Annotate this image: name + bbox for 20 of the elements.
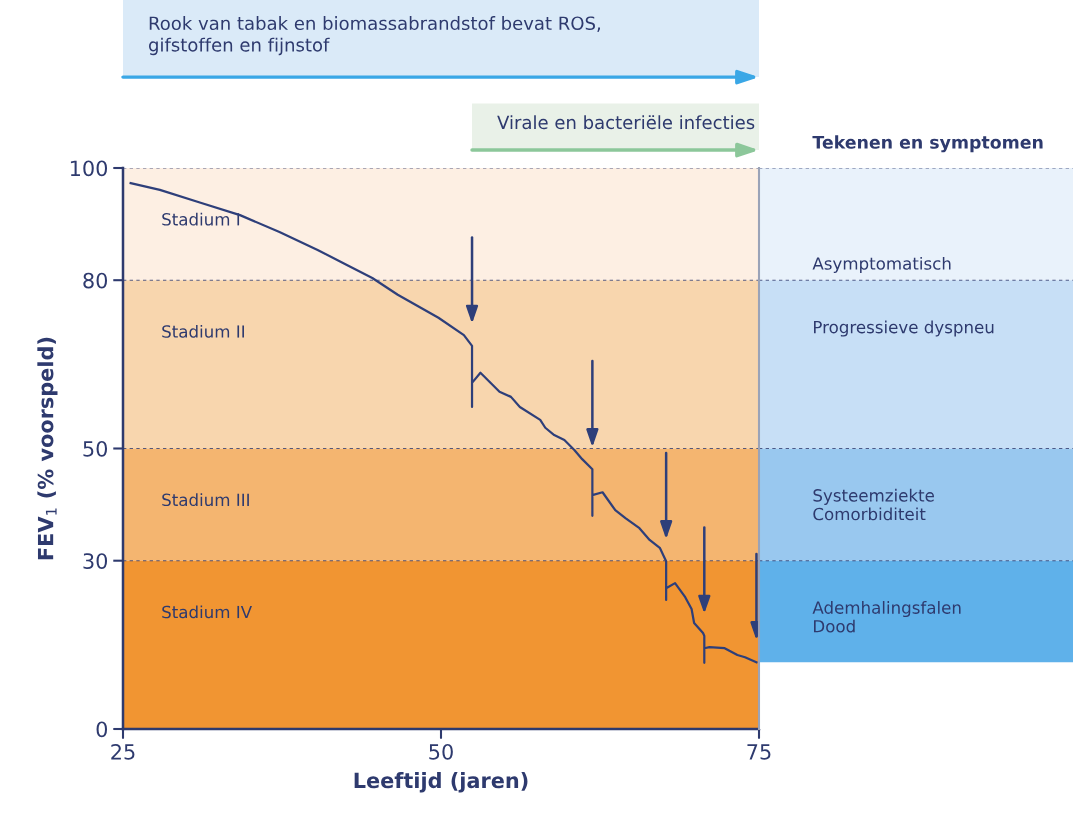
y-tick-label: 80 <box>83 272 108 289</box>
y-tick-label: 100 <box>70 160 108 177</box>
text: Rook van tabak en biomassabrandstof bevat ROS, gifstoffen en fijnstof <box>149 16 600 56</box>
text: Progressieve dyspneu <box>814 320 994 337</box>
y-tick-label: 0 <box>96 721 108 738</box>
y-axis-title: FEV$_{1}$ (% voorspeld) <box>37 337 58 560</box>
text: Systeemziekte Comorbiditeit <box>813 488 934 521</box>
band-label: Stadium IV <box>162 605 252 619</box>
y-tick-label: 50 <box>83 440 108 457</box>
band-label: Stadium III <box>162 493 249 507</box>
x-tick-label: 75 <box>747 744 771 760</box>
x-tick-label: 50 <box>429 743 453 760</box>
band-label: Stadium II <box>162 324 244 338</box>
text: Tekenen en symptomen <box>812 135 1043 153</box>
text: Ademhalingsfalen Dood <box>812 600 961 633</box>
text: Asymptomatisch <box>812 256 951 274</box>
text: Virale en bacteriële infecties <box>497 115 755 130</box>
x-axis-title: Leeftijd (jaren) <box>354 772 528 793</box>
x-tick-label: 25 <box>111 743 135 760</box>
y-tick-label: 30 <box>83 553 108 569</box>
